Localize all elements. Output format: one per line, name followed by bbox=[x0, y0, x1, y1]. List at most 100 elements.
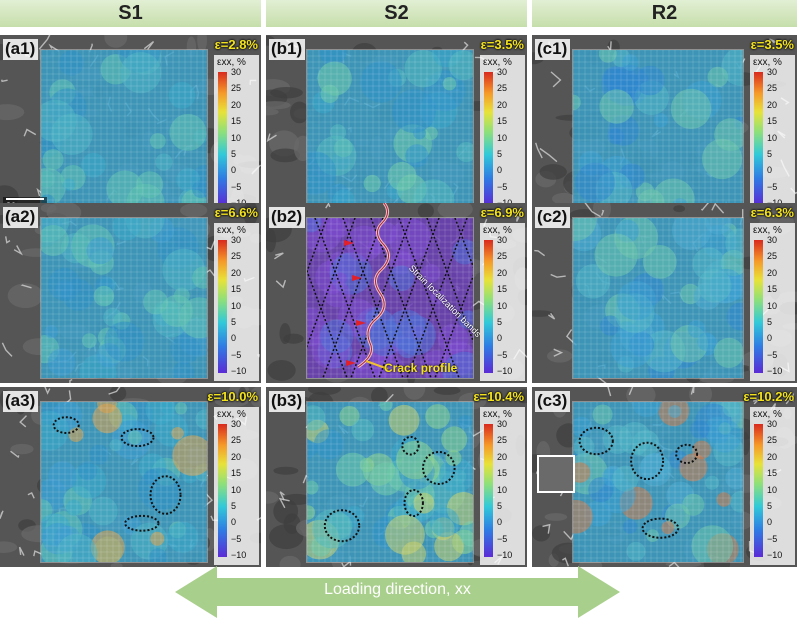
colorbar-tick: 5 bbox=[231, 150, 236, 159]
colorbar-gradient bbox=[484, 424, 493, 557]
panel-label: (a1) bbox=[3, 39, 38, 60]
colorbar-tick: 10 bbox=[231, 302, 241, 311]
colorbar-tick: 15 bbox=[231, 117, 241, 126]
panel-label: (a2) bbox=[3, 207, 38, 228]
panel-label: (b2) bbox=[269, 207, 305, 228]
panel-label: (c3) bbox=[535, 391, 570, 412]
colorbar-tick: 20 bbox=[231, 453, 241, 462]
colorbar-gradient bbox=[218, 424, 227, 557]
colorbar-gradient bbox=[218, 72, 227, 205]
dic-strain-overlay bbox=[572, 49, 744, 211]
colorbar-gradient bbox=[484, 240, 493, 373]
colorbar-tick: 0 bbox=[231, 166, 236, 175]
panel-label: (c2) bbox=[535, 207, 570, 228]
colorbar-tick: 20 bbox=[231, 269, 241, 278]
colorbar-tick: 10 bbox=[231, 134, 241, 143]
colorbar-tick: −10 bbox=[497, 551, 512, 560]
panel-label: (b1) bbox=[269, 39, 305, 60]
colorbar-tick: −5 bbox=[231, 183, 241, 192]
colorbar-tick: 0 bbox=[767, 518, 772, 527]
colorbar-tick: 15 bbox=[767, 117, 777, 126]
colorbar-gradient bbox=[484, 72, 493, 205]
dic-strain-overlay bbox=[572, 217, 744, 379]
strain-value: ε=3.5% bbox=[751, 37, 794, 52]
colorbar-tick: −5 bbox=[767, 535, 777, 544]
colorbar-tick: −5 bbox=[231, 535, 241, 544]
colorbar-tick: 15 bbox=[231, 469, 241, 478]
colorbar-tick: −10 bbox=[767, 367, 782, 376]
colorbar-gradient bbox=[754, 424, 763, 557]
colorbar-tick: 20 bbox=[767, 269, 777, 278]
colorbar-tick: 5 bbox=[497, 318, 502, 327]
colorbar-tick: 25 bbox=[231, 252, 241, 261]
colorbar-tick: 5 bbox=[767, 502, 772, 511]
colorbar-tick: −5 bbox=[497, 183, 507, 192]
colorbar-tick: 5 bbox=[767, 150, 772, 159]
colorbar-tick: 25 bbox=[231, 84, 241, 93]
colorbar-tick: 5 bbox=[497, 150, 502, 159]
colorbar-tick: −5 bbox=[497, 535, 507, 544]
colorbar-tick: 10 bbox=[497, 486, 507, 495]
colorbar-tick: 30 bbox=[767, 68, 777, 77]
colorbar-tick: −10 bbox=[231, 551, 246, 560]
colorbar-tick: 0 bbox=[231, 518, 236, 527]
colorbar-tick: 10 bbox=[767, 134, 777, 143]
colorbar-tick: 30 bbox=[231, 236, 241, 245]
panel-label: (a3) bbox=[3, 391, 38, 412]
dic-strain-overlay bbox=[306, 49, 474, 211]
colorbar-tick: 15 bbox=[767, 285, 777, 294]
colorbar-tick: 30 bbox=[497, 420, 507, 429]
panel-label: (c1) bbox=[535, 39, 570, 60]
colorbar-tick: 25 bbox=[497, 252, 507, 261]
colorbar-tick: −10 bbox=[231, 367, 246, 376]
colorbar-tick: −5 bbox=[767, 183, 777, 192]
colorbar-tick: 30 bbox=[767, 236, 777, 245]
colorbar-gradient bbox=[218, 240, 227, 373]
loading-direction-arrow: Loading direction, xx bbox=[175, 566, 620, 618]
strain-value: ε=2.8% bbox=[215, 37, 258, 52]
colorbar-tick: 0 bbox=[767, 166, 772, 175]
dic-strain-overlay bbox=[40, 217, 208, 379]
colorbar-tick: 15 bbox=[497, 469, 507, 478]
strain-value: ε=6.3% bbox=[751, 205, 794, 220]
strain-value: ε=6.6% bbox=[215, 205, 258, 220]
strain-value: ε=10.4% bbox=[473, 389, 524, 404]
colorbar-tick: 15 bbox=[231, 285, 241, 294]
colorbar-tick: 10 bbox=[767, 486, 777, 495]
colorbar-tick: 20 bbox=[497, 269, 507, 278]
column-header-s1: S1 bbox=[0, 0, 261, 27]
colorbar-tick: 0 bbox=[497, 166, 502, 175]
strain-value: ε=6.9% bbox=[481, 205, 524, 220]
colorbar-tick: 20 bbox=[767, 101, 777, 110]
column-header-r2: R2 bbox=[532, 0, 797, 27]
dic-strain-overlay bbox=[40, 401, 208, 563]
loading-direction-label: Loading direction, xx bbox=[175, 581, 620, 599]
colorbar-tick: 30 bbox=[497, 68, 507, 77]
colorbar-tick: 30 bbox=[231, 68, 241, 77]
colorbar-tick: −5 bbox=[231, 351, 241, 360]
colorbar-tick: 15 bbox=[497, 117, 507, 126]
zoom-inset-image bbox=[537, 455, 575, 493]
panel-label: (b3) bbox=[269, 391, 305, 412]
strain-value: ε=3.5% bbox=[481, 37, 524, 52]
colorbar-tick: −10 bbox=[767, 551, 782, 560]
colorbar-tick: 25 bbox=[767, 436, 777, 445]
colorbar-tick: 25 bbox=[231, 436, 241, 445]
colorbar-tick: 5 bbox=[497, 502, 502, 511]
colorbar-tick: 25 bbox=[767, 84, 777, 93]
colorbar-tick: 20 bbox=[231, 101, 241, 110]
colorbar-tick: −10 bbox=[497, 367, 512, 376]
